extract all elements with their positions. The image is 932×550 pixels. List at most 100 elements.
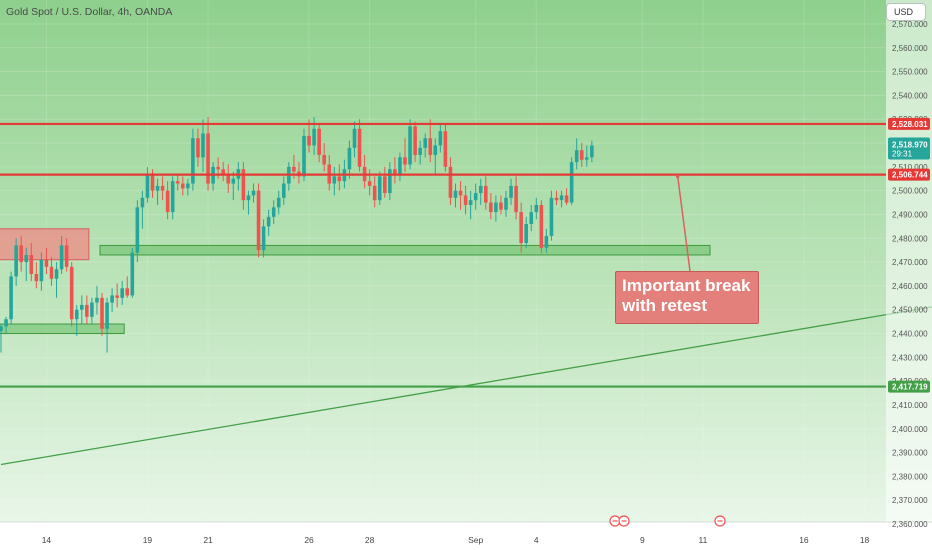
time-tick-label: 16 <box>799 535 809 545</box>
candle-bull <box>120 281 124 305</box>
level-badge: 2,506.744 <box>888 168 930 181</box>
candle-bear <box>44 247 49 274</box>
candle-body <box>403 157 407 165</box>
candle-bear <box>514 176 518 220</box>
candle-bull <box>266 209 271 236</box>
candle-bull <box>302 128 306 182</box>
time-tick-label: 19 <box>143 535 153 545</box>
candle-body <box>110 295 114 303</box>
price-tick-label: 2,400.000 <box>892 425 928 434</box>
candle-body <box>539 204 544 248</box>
candle-body <box>423 138 427 148</box>
candle-bull <box>453 183 458 208</box>
candle-body <box>216 166 220 170</box>
time-tick-label: 26 <box>304 535 314 545</box>
candle-bull <box>590 140 594 163</box>
currency-button[interactable]: USD <box>886 3 926 21</box>
price-tick-label: 2,570.000 <box>892 20 928 29</box>
time-axis-panel[interactable] <box>0 522 932 550</box>
candle-body <box>504 197 508 210</box>
candle-body <box>388 169 392 194</box>
candle-bear <box>160 176 165 201</box>
candle-body <box>276 197 281 208</box>
candle-bull <box>408 119 412 170</box>
countdown-label: 29:31 <box>892 150 913 159</box>
candle-bear <box>499 195 503 215</box>
candle-bull <box>559 190 564 208</box>
candle-body <box>261 226 266 251</box>
trendline <box>0 306 932 466</box>
candle-bull <box>186 178 190 196</box>
candle-body <box>186 183 190 189</box>
candle-body <box>125 288 130 296</box>
candle-bull <box>130 247 135 298</box>
candle-body <box>544 235 549 248</box>
candle-bull <box>80 295 84 324</box>
candle-bull <box>504 190 508 217</box>
candle-bull <box>110 288 114 313</box>
candle-bear <box>372 176 377 208</box>
candle-body <box>170 181 175 213</box>
candle-bear <box>489 193 493 220</box>
current-price-badge-bg <box>888 137 930 160</box>
candle-bear <box>322 143 326 172</box>
supply-zone <box>0 228 90 261</box>
candle-body <box>85 304 89 317</box>
price-axis-panel[interactable] <box>886 0 932 522</box>
candle-body <box>241 169 246 201</box>
candle-bear <box>241 162 246 210</box>
candle-body <box>14 245 18 277</box>
candle-body <box>100 297 104 329</box>
price-tick-label: 2,480.000 <box>892 234 928 243</box>
candle-bear <box>115 283 119 308</box>
candle-bull <box>418 140 422 165</box>
candle-body <box>393 169 397 174</box>
candle-bull <box>39 252 44 291</box>
candle-bull <box>135 200 140 263</box>
candle-bull <box>145 166 150 203</box>
time-axis-ticks: 14 19 21 26 28 Sep 4 9 11 16 18 <box>42 535 870 545</box>
time-tick-label: Sep <box>468 535 483 545</box>
candle-bear <box>393 157 397 184</box>
candle-body <box>443 131 448 167</box>
candle-bull <box>271 200 276 224</box>
candle-bull <box>509 178 513 205</box>
candle-bear <box>125 276 130 298</box>
candle-bear <box>383 166 387 198</box>
candle-body <box>246 195 251 201</box>
candle-body <box>231 178 236 184</box>
candle-body <box>19 245 23 263</box>
candle-body <box>120 288 124 298</box>
candle-body <box>484 185 488 203</box>
candles <box>0 116 594 353</box>
candle-bull <box>246 190 251 215</box>
candle-body <box>54 269 59 279</box>
candle-bear <box>206 116 210 191</box>
candle-bull <box>276 190 281 215</box>
candle-body <box>80 304 84 310</box>
candle-body <box>155 185 160 191</box>
candle-bull <box>95 285 99 315</box>
candle-bull <box>54 262 59 298</box>
candle-body <box>357 128 362 167</box>
candle-body <box>549 197 554 236</box>
candle-body <box>574 150 579 163</box>
candle-bull <box>438 124 443 153</box>
candle-body <box>150 174 155 191</box>
candle-body <box>165 190 170 213</box>
candle-bear <box>85 295 89 324</box>
candle-body <box>29 254 34 274</box>
candle-body <box>453 190 458 198</box>
candle-bull <box>423 133 427 158</box>
time-tick-label: 18 <box>860 535 870 545</box>
candle-body <box>140 197 145 208</box>
candle-body <box>266 216 271 227</box>
candle-bull <box>282 176 286 205</box>
economic-event-icon <box>714 515 726 527</box>
candle-body <box>9 276 13 320</box>
candle-body <box>221 169 225 174</box>
candle-bull <box>585 145 589 167</box>
candle-body <box>302 135 306 177</box>
candle-bear <box>19 235 23 272</box>
